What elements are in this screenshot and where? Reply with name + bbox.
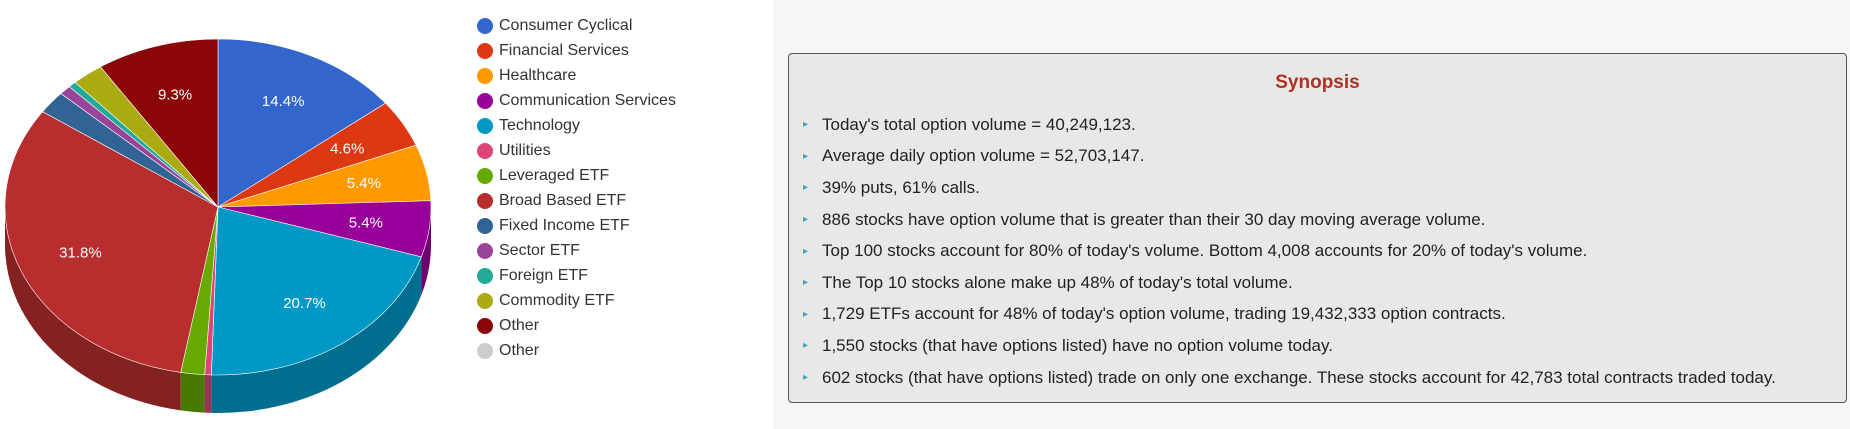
legend-label: Financial Services <box>499 41 629 59</box>
legend-item[interactable]: Consumer Cyclical <box>477 13 676 38</box>
bullet-arrow-icon: ▸ <box>803 372 809 384</box>
synopsis-item: ▸ Average daily option volume = 52,703,14… <box>803 141 1776 173</box>
slice-percent-label: 4.6% <box>330 140 364 157</box>
chart-panel: 14.4% 4.6% 5.4% 5.4% 20.7% 31.8% 9.3% Consumer… <box>0 0 773 429</box>
bullet-arrow-icon: ▸ <box>803 308 809 320</box>
legend-label: Consumer Cyclical <box>499 16 633 34</box>
legend-swatch <box>477 142 493 159</box>
legend-swatch <box>477 67 493 84</box>
slice-percent-label: 14.4% <box>262 93 305 110</box>
slice-percent-label: 5.4% <box>347 175 381 192</box>
legend-label: Fixed Income ETF <box>499 216 630 234</box>
legend-item[interactable]: Broad Based ETF <box>477 188 676 213</box>
pie-chart: 14.4% 4.6% 5.4% 5.4% 20.7% 31.8% 9.3% <box>4 38 432 413</box>
synopsis-item-text: 602 stocks (that have options listed) tr… <box>822 367 1776 387</box>
pie-slice[interactable] <box>217 38 386 208</box>
synopsis-item-text: Today's total option volume = 40,249,123… <box>822 114 1136 134</box>
legend-item[interactable]: Sector ETF <box>477 238 676 263</box>
legend-label: Communication Services <box>499 91 676 109</box>
synopsis-item: ▸ 39% puts, 61% calls. <box>803 172 1776 204</box>
legend-label: Technology <box>499 116 580 134</box>
synopsis-item-text: 1,550 stocks (that have options listed) … <box>822 335 1333 355</box>
synopsis-item: ▸ 1,729 ETFs account for 48% of today's o… <box>803 299 1776 331</box>
slice-percent-label: 20.7% <box>283 295 326 312</box>
synopsis-item-text: Average daily option volume = 52,703,147… <box>822 146 1145 166</box>
bullet-arrow-icon: ▸ <box>803 277 809 289</box>
synopsis-title: Synopsis <box>1275 72 1360 93</box>
pie-label-group: 14.4% 4.6% 5.4% 5.4% 20.7% 31.8% 9.3% <box>59 86 383 311</box>
legend-swatch <box>477 167 493 184</box>
legend-label: Other <box>499 316 540 334</box>
legend-item[interactable]: Utilities <box>477 138 676 163</box>
legend-swatch <box>477 242 493 259</box>
legend-label: Utilities <box>499 141 551 159</box>
legend-item[interactable]: Financial Services <box>477 38 676 63</box>
legend-item[interactable]: Commodity ETF <box>477 288 676 313</box>
legend-item[interactable]: Other <box>477 338 676 363</box>
bullet-arrow-icon: ▸ <box>803 245 809 257</box>
legend-label: Broad Based ETF <box>499 191 627 209</box>
legend-swatch <box>477 267 493 284</box>
chart-legend: Consumer Cyclical Financial Services Healt… <box>477 13 676 363</box>
legend-label: Other <box>499 341 540 359</box>
legend-swatch <box>477 92 493 109</box>
legend-swatch <box>477 17 493 34</box>
pie-slice[interactable] <box>210 206 422 376</box>
legend-item[interactable]: Fixed Income ETF <box>477 213 676 238</box>
legend-item[interactable]: Healthcare <box>477 63 676 88</box>
pie-slice-side <box>204 374 212 413</box>
legend-item[interactable]: Leveraged ETF <box>477 163 676 188</box>
synopsis-panel: Synopsis ▸ Today's total option volume = … <box>773 0 1850 429</box>
pie-slice[interactable] <box>4 111 219 373</box>
bullet-arrow-icon: ▸ <box>803 182 809 194</box>
synopsis-item-text: 39% puts, 61% calls. <box>822 177 980 197</box>
bullet-arrow-icon: ▸ <box>803 150 809 162</box>
synopsis-item: ▸ 1,550 stocks (that have options listed)… <box>803 330 1776 362</box>
pie-slice[interactable] <box>100 38 219 208</box>
synopsis-list: ▸ Today's total option volume = 40,249,12… <box>803 109 1776 393</box>
synopsis-item: ▸ The Top 10 stocks alone make up 48% of … <box>803 267 1776 299</box>
slice-percent-label: 9.3% <box>158 86 192 103</box>
pie-slice-side <box>421 207 431 295</box>
synopsis-item: ▸ 886 stocks have option volume that is g… <box>803 204 1776 236</box>
synopsis-item-text: 886 stocks have option volume that is gr… <box>822 209 1486 229</box>
bullet-arrow-icon: ▸ <box>803 214 809 226</box>
legend-item[interactable]: Foreign ETF <box>477 263 676 288</box>
legend-swatch <box>477 217 493 234</box>
synopsis-item: ▸ Top 100 stocks account for 80% of today… <box>803 235 1776 267</box>
legend-swatch <box>477 317 493 334</box>
synopsis-box: Synopsis ▸ Today's total option volume = … <box>788 53 1847 403</box>
legend-item[interactable]: Communication Services <box>477 88 676 113</box>
legend-swatch <box>477 192 493 209</box>
synopsis-item-text: The Top 10 stocks alone make up 48% of t… <box>822 272 1293 292</box>
bullet-arrow-icon: ▸ <box>803 340 809 352</box>
legend-item[interactable]: Technology <box>477 113 676 138</box>
slice-percent-label: 31.8% <box>59 244 102 261</box>
legend-swatch <box>477 42 493 59</box>
legend-label: Commodity ETF <box>499 291 615 309</box>
synopsis-item-text: 1,729 ETFs account for 48% of today's op… <box>822 304 1506 324</box>
pie-top-group <box>4 38 432 376</box>
legend-swatch <box>477 292 493 309</box>
legend-label: Leveraged ETF <box>499 166 610 184</box>
bullet-arrow-icon: ▸ <box>803 119 809 131</box>
synopsis-item-text: Top 100 stocks account for 80% of today'… <box>822 241 1588 261</box>
synopsis-item: ▸ 602 stocks (that have options listed) t… <box>803 362 1776 394</box>
legend-swatch <box>477 117 493 134</box>
legend-label: Foreign ETF <box>499 266 588 284</box>
pie-side-group <box>5 207 431 413</box>
pie-slice-side <box>211 256 422 413</box>
slice-percent-label: 5.4% <box>349 214 383 231</box>
legend-label: Sector ETF <box>499 241 580 259</box>
synopsis-item: ▸ Today's total option volume = 40,249,12… <box>803 109 1776 141</box>
pie-slice-side <box>180 372 205 413</box>
pie-slice-side <box>5 207 181 411</box>
legend-item[interactable]: Other <box>477 313 676 338</box>
legend-label: Healthcare <box>499 66 577 84</box>
legend-swatch <box>477 342 493 359</box>
